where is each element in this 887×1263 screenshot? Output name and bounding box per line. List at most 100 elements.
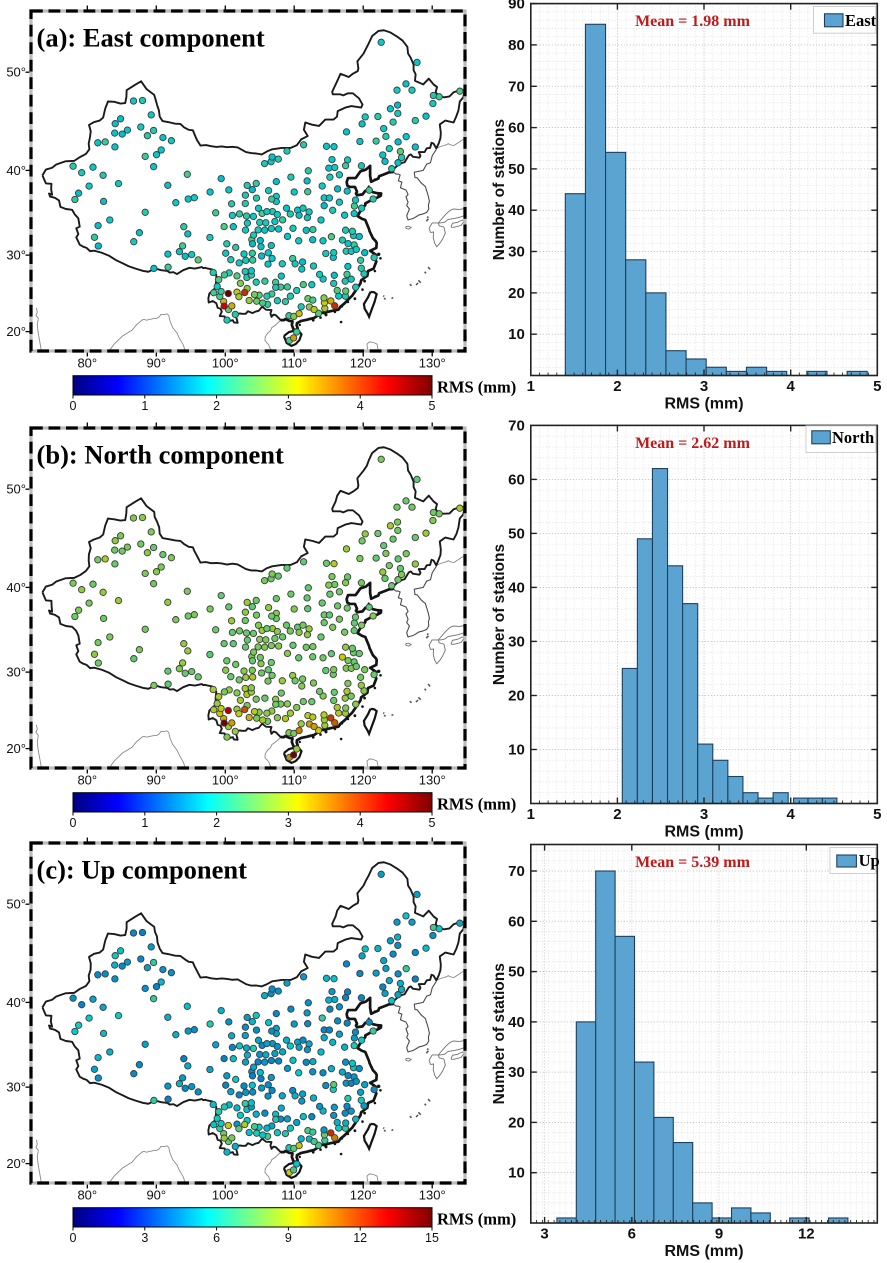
- svg-text:4: 4: [787, 378, 796, 395]
- svg-text:50: 50: [508, 161, 525, 178]
- svg-text:40: 40: [508, 579, 525, 596]
- svg-text:50°: 50°: [6, 482, 26, 497]
- svg-text:2: 2: [613, 378, 621, 395]
- svg-text:100°: 100°: [212, 772, 239, 787]
- svg-text:1: 1: [141, 399, 148, 413]
- svg-text:30°: 30°: [6, 1080, 26, 1095]
- svg-text:60: 60: [508, 471, 525, 488]
- svg-text:RMS (mm): RMS (mm): [437, 378, 516, 397]
- svg-text:20: 20: [508, 1114, 525, 1131]
- svg-text:110°: 110°: [281, 355, 307, 370]
- svg-text:70: 70: [508, 78, 525, 95]
- svg-text:90°: 90°: [146, 1187, 166, 1202]
- svg-text:130°: 130°: [419, 1187, 446, 1202]
- svg-text:5: 5: [429, 816, 436, 830]
- svg-text:0: 0: [70, 399, 77, 413]
- svg-text:40: 40: [508, 202, 525, 219]
- svg-text:0: 0: [70, 816, 77, 830]
- svg-text:(a): East component: (a): East component: [37, 23, 265, 53]
- svg-text:1: 1: [527, 806, 535, 823]
- svg-text:5: 5: [873, 378, 881, 395]
- svg-text:6: 6: [628, 1226, 636, 1243]
- svg-text:1: 1: [141, 816, 148, 830]
- svg-text:60: 60: [508, 120, 525, 137]
- svg-text:60: 60: [508, 913, 525, 930]
- svg-text:50: 50: [508, 525, 525, 542]
- svg-text:120°: 120°: [350, 772, 377, 787]
- svg-text:RMS (mm): RMS (mm): [664, 396, 743, 413]
- svg-text:20: 20: [508, 688, 525, 705]
- svg-text:20°: 20°: [6, 324, 26, 339]
- svg-text:3: 3: [285, 399, 292, 413]
- svg-text:10: 10: [508, 742, 525, 759]
- svg-text:90°: 90°: [146, 355, 166, 370]
- svg-text:50°: 50°: [6, 65, 26, 80]
- svg-text:100°: 100°: [212, 355, 239, 370]
- svg-text:(c): Up component: (c): Up component: [37, 855, 248, 885]
- svg-text:30: 30: [508, 633, 525, 650]
- svg-text:2: 2: [613, 806, 621, 823]
- svg-text:70: 70: [508, 863, 525, 880]
- svg-text:Mean = 5.39 mm: Mean = 5.39 mm: [635, 854, 751, 871]
- svg-text:30: 30: [508, 1064, 525, 1081]
- svg-text:(b): North component: (b): North component: [37, 440, 284, 470]
- svg-text:RMS (mm): RMS (mm): [437, 795, 516, 814]
- svg-text:90°: 90°: [146, 772, 166, 787]
- svg-text:10: 10: [508, 326, 525, 343]
- svg-text:130°: 130°: [419, 772, 446, 787]
- svg-text:4: 4: [357, 816, 364, 830]
- svg-text:3: 3: [700, 806, 708, 823]
- svg-text:9: 9: [285, 1231, 292, 1245]
- svg-text:0: 0: [70, 1231, 77, 1245]
- svg-text:110°: 110°: [281, 1187, 307, 1202]
- svg-text:80: 80: [508, 37, 525, 54]
- svg-text:3: 3: [700, 378, 708, 395]
- svg-text:40°: 40°: [6, 163, 26, 178]
- svg-text:20°: 20°: [6, 1156, 26, 1171]
- svg-text:1: 1: [527, 378, 535, 395]
- svg-text:5: 5: [873, 806, 881, 823]
- svg-text:20°: 20°: [6, 741, 26, 756]
- svg-text:110°: 110°: [281, 772, 307, 787]
- svg-text:RMS (mm): RMS (mm): [664, 824, 743, 841]
- svg-text:30°: 30°: [6, 665, 26, 680]
- svg-text:70: 70: [508, 417, 525, 434]
- svg-text:4: 4: [787, 806, 796, 823]
- svg-text:30: 30: [508, 244, 525, 261]
- svg-text:3: 3: [540, 1226, 548, 1243]
- svg-text:Number of stations: Number of stations: [491, 119, 508, 260]
- svg-text:3: 3: [141, 1231, 148, 1245]
- svg-text:40°: 40°: [6, 580, 26, 595]
- svg-text:12: 12: [798, 1226, 815, 1243]
- svg-text:Up: Up: [859, 851, 880, 870]
- svg-text:3: 3: [285, 816, 292, 830]
- svg-text:50: 50: [508, 964, 525, 981]
- svg-text:RMS (mm): RMS (mm): [664, 1243, 743, 1260]
- svg-text:50°: 50°: [6, 897, 26, 912]
- svg-text:East: East: [845, 11, 877, 30]
- svg-text:10: 10: [508, 1165, 525, 1182]
- svg-text:20: 20: [508, 285, 525, 302]
- svg-text:9: 9: [715, 1226, 723, 1243]
- svg-text:RMS (mm): RMS (mm): [437, 1210, 516, 1229]
- svg-text:30°: 30°: [6, 248, 26, 263]
- svg-text:2: 2: [213, 816, 220, 830]
- svg-text:5: 5: [429, 399, 436, 413]
- svg-text:90: 90: [508, 0, 525, 13]
- svg-text:6: 6: [213, 1231, 220, 1245]
- svg-text:120°: 120°: [350, 355, 377, 370]
- svg-text:2: 2: [213, 399, 220, 413]
- svg-text:Mean = 2.62 mm: Mean = 2.62 mm: [635, 435, 751, 452]
- svg-text:80°: 80°: [77, 355, 97, 370]
- svg-text:12: 12: [353, 1231, 367, 1245]
- svg-text:40°: 40°: [6, 995, 26, 1010]
- svg-text:40: 40: [508, 1014, 525, 1031]
- svg-text:North: North: [832, 428, 874, 447]
- svg-text:Number of stations: Number of stations: [491, 544, 508, 685]
- svg-text:120°: 120°: [350, 1187, 377, 1202]
- svg-text:130°: 130°: [419, 355, 446, 370]
- svg-text:80°: 80°: [77, 772, 97, 787]
- svg-text:15: 15: [425, 1231, 439, 1245]
- svg-text:Number of stations: Number of stations: [491, 963, 508, 1104]
- svg-text:4: 4: [357, 399, 364, 413]
